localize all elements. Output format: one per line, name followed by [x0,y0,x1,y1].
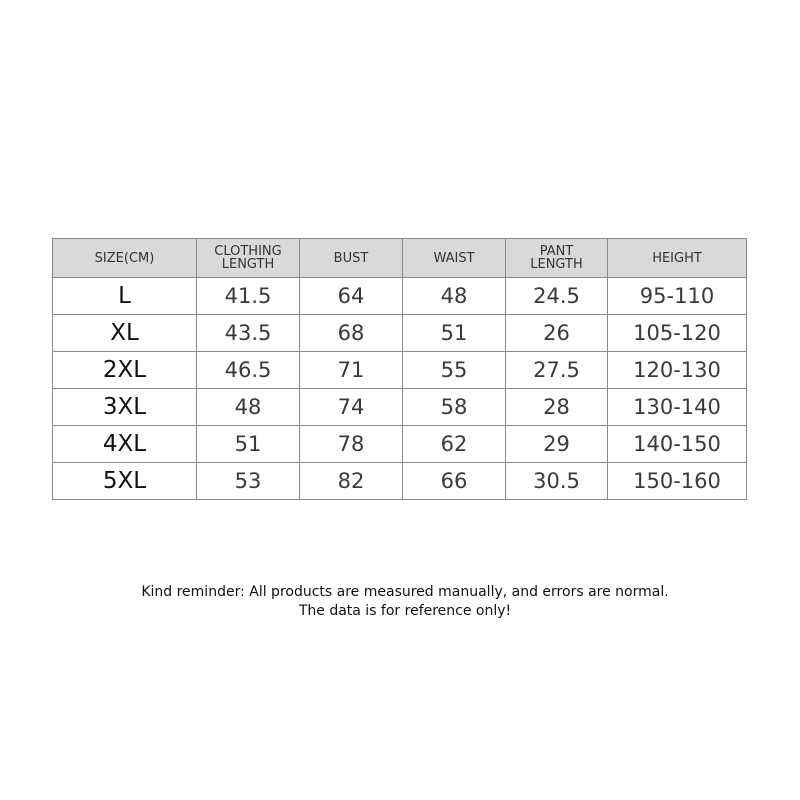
size-cell: 5XL [52,462,197,500]
size-cell: XL [52,314,197,352]
value-cell: 43.5 [196,314,300,352]
size-cell: 2XL [52,351,197,389]
column-header: CLOTHING LENGTH [196,238,300,278]
column-header: SIZE(CM) [52,238,197,278]
column-header: HEIGHT [607,238,747,278]
reminder-line-1: Kind reminder: All products are measured… [141,584,669,600]
value-cell: 30.5 [505,462,608,500]
size-cell: 3XL [52,388,197,426]
value-cell: 41.5 [196,277,300,315]
value-cell: 150-160 [607,462,747,500]
table-row: 5XL 53 82 66 30.5 150-160 [52,462,747,500]
value-cell: 28 [505,388,608,426]
table-row: 2XL 46.5 71 55 27.5 120-130 [52,351,747,389]
value-cell: 48 [196,388,300,426]
value-cell: 58 [402,388,506,426]
value-cell: 68 [299,314,403,352]
size-cell: 4XL [52,425,197,463]
table-row: L 41.5 64 48 24.5 95-110 [52,277,747,315]
value-cell: 74 [299,388,403,426]
value-cell: 26 [505,314,608,352]
value-cell: 62 [402,425,506,463]
value-cell: 120-130 [607,351,747,389]
value-cell: 82 [299,462,403,500]
reminder-note: Kind reminder: All products are measured… [0,583,800,621]
table-row: 3XL 48 74 58 28 130-140 [52,388,747,426]
header-row: SIZE(CM) CLOTHING LENGTH BUST WAIST PANT LEN… [52,238,747,278]
value-cell: 105-120 [607,314,747,352]
column-header: PANT LENGTH [505,238,608,278]
value-cell: 51 [402,314,506,352]
value-cell: 95-110 [607,277,747,315]
value-cell: 48 [402,277,506,315]
value-cell: 53 [196,462,300,500]
value-cell: 29 [505,425,608,463]
value-cell: 64 [299,277,403,315]
value-cell: 71 [299,351,403,389]
value-cell: 55 [402,351,506,389]
column-header: WAIST [402,238,506,278]
column-header: BUST [299,238,403,278]
value-cell: 27.5 [505,351,608,389]
size-cell: L [52,277,197,315]
table-row: 4XL 51 78 62 29 140-150 [52,425,747,463]
value-cell: 130-140 [607,388,747,426]
value-cell: 46.5 [196,351,300,389]
table-row: XL 43.5 68 51 26 105-120 [52,314,747,352]
value-cell: 51 [196,425,300,463]
size-chart-table: SIZE(CM) CLOTHING LENGTH BUST WAIST PANT LEN… [52,238,747,500]
value-cell: 66 [402,462,506,500]
value-cell: 78 [299,425,403,463]
value-cell: 140-150 [607,425,747,463]
reminder-line-2: The data is for reference only! [298,603,512,619]
value-cell: 24.5 [505,277,608,315]
